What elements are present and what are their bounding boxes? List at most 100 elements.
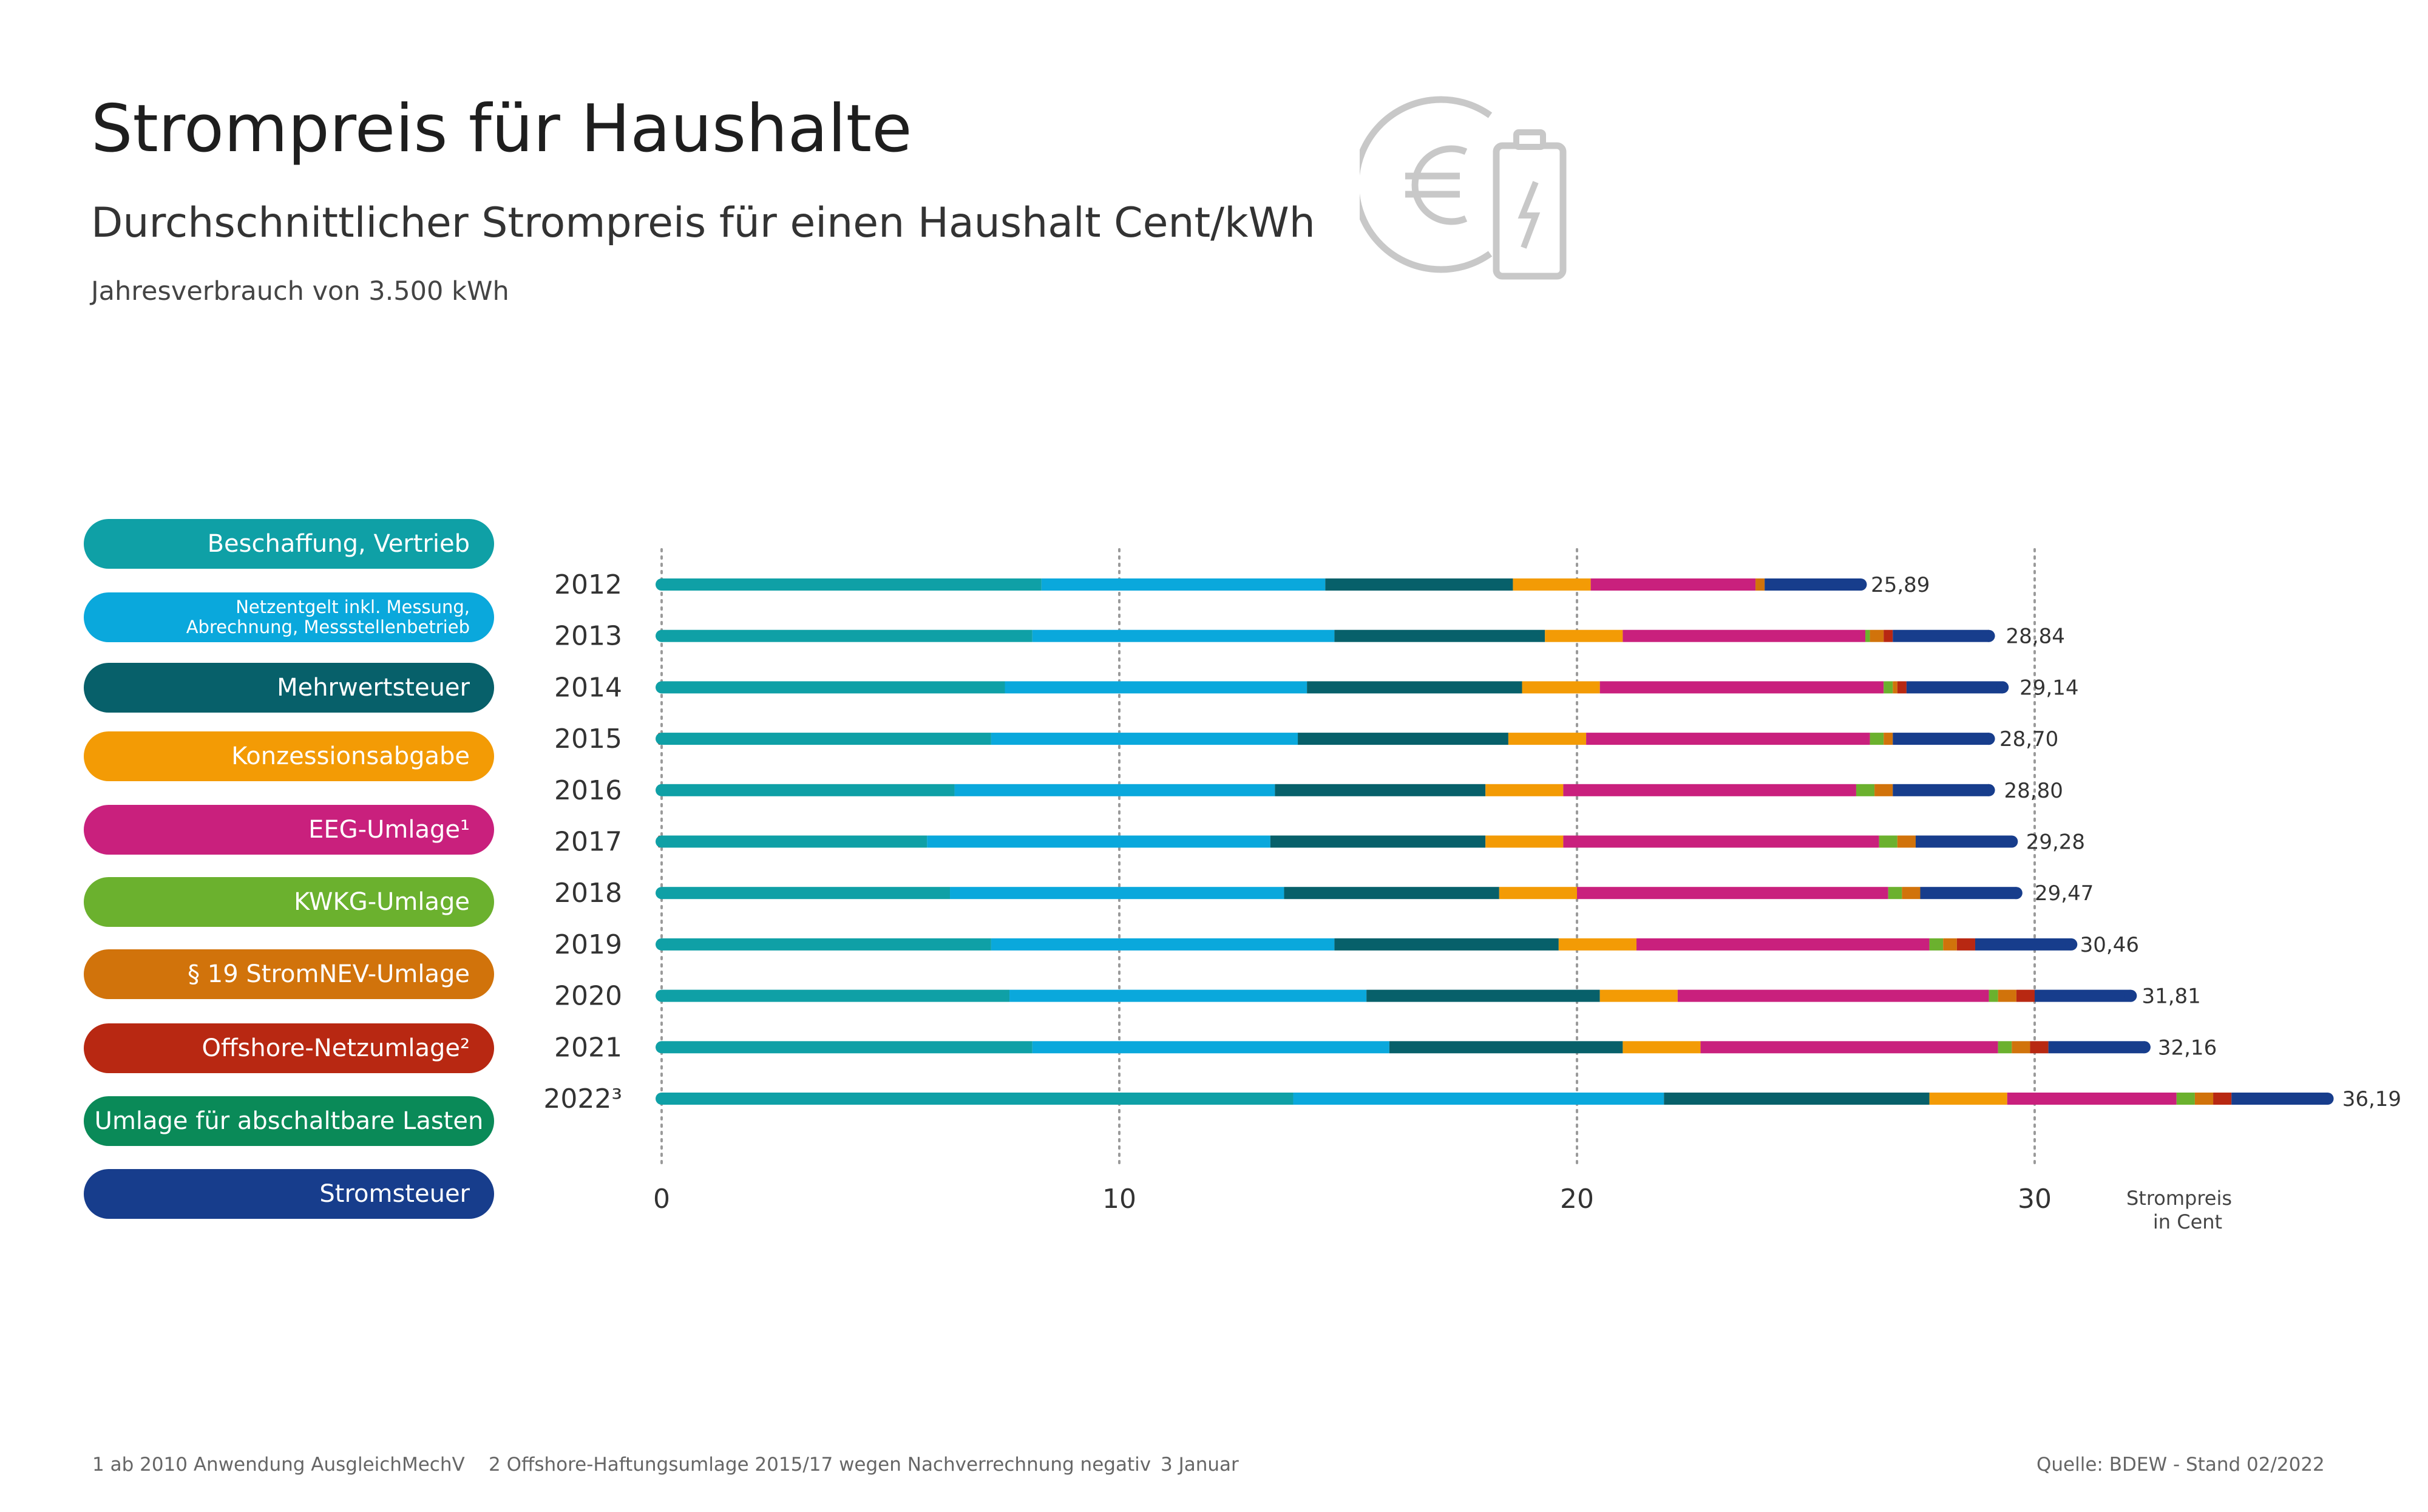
bar-segment-cap bbox=[656, 887, 668, 900]
bar-segment bbox=[1623, 1041, 1701, 1054]
euro-battery-icon bbox=[1360, 96, 1567, 280]
bar-segment-cap bbox=[656, 938, 668, 951]
bar-segment bbox=[662, 784, 955, 796]
bar-segment bbox=[662, 887, 951, 900]
bar-segment bbox=[1522, 681, 1600, 694]
bar-segment bbox=[1893, 681, 1897, 694]
bar-segment-cap bbox=[656, 578, 668, 591]
total-label: 28,70 bbox=[1999, 727, 2058, 751]
bar-segment bbox=[1975, 938, 2072, 951]
bar-segment-cap bbox=[656, 629, 668, 642]
total-label: 29,47 bbox=[2035, 881, 2094, 906]
bar-segment bbox=[1586, 733, 1870, 745]
bar-segment bbox=[1884, 629, 1893, 642]
bar-segment bbox=[1563, 835, 1879, 848]
bar-segment bbox=[1874, 784, 1893, 796]
bar-segment bbox=[1870, 629, 1884, 642]
chart-subtitle: Durchschnittlicher Strompreis für einen … bbox=[91, 199, 1315, 247]
bar-segment bbox=[1334, 938, 1559, 951]
bar-segment bbox=[662, 835, 927, 848]
bar-segment bbox=[662, 733, 991, 745]
bar-segment bbox=[1893, 733, 1989, 745]
bar-segment bbox=[1664, 1093, 1930, 1105]
bar-segment bbox=[2030, 1041, 2049, 1054]
footnote-2: 2 Offshore-Haftungsumlage 2015/17 wegen … bbox=[489, 1454, 1151, 1476]
bar-segment bbox=[1856, 784, 1875, 796]
bar-segment bbox=[1943, 938, 1957, 951]
bar-segment-cap bbox=[2065, 938, 2078, 951]
bar-segment bbox=[1929, 1093, 2007, 1105]
bar-segment bbox=[1563, 784, 1856, 796]
bar-segment bbox=[991, 733, 1298, 745]
bar-segment bbox=[1041, 578, 1326, 591]
year-label: 2020 bbox=[554, 981, 622, 1012]
bar-segment bbox=[662, 1093, 1294, 1105]
bar-segment bbox=[662, 629, 1033, 642]
bar-segment-cap bbox=[1982, 784, 1995, 796]
bar-segment-cap bbox=[656, 1041, 668, 1054]
x-axis-label-unit: in Cent bbox=[2153, 1210, 2222, 1233]
bar-segment bbox=[1032, 1041, 1389, 1054]
bar-segment bbox=[1755, 578, 1765, 591]
year-label: 2018 bbox=[554, 878, 622, 909]
x-tick-label: 30 bbox=[2018, 1184, 2052, 1215]
bar-segment bbox=[1366, 989, 1600, 1002]
total-label: 28,84 bbox=[2006, 625, 2065, 649]
bar-segment bbox=[1902, 887, 1921, 900]
x-tick-label: 0 bbox=[653, 1184, 670, 1215]
year-label: 2014 bbox=[554, 672, 622, 703]
legend-beschaffung: Beschaffung, Vertrieb bbox=[84, 519, 494, 569]
year-label: 2016 bbox=[554, 775, 622, 806]
bar-segment bbox=[1275, 784, 1486, 796]
bar-segment bbox=[1545, 629, 1623, 642]
footnote-3: 3 Januar bbox=[1161, 1454, 1239, 1476]
year-label: 2017 bbox=[554, 827, 622, 858]
x-tick-label: 10 bbox=[1102, 1184, 1136, 1215]
bar-segment bbox=[1893, 629, 1989, 642]
year-label: 2012 bbox=[554, 569, 622, 600]
bar-segment bbox=[1870, 733, 1884, 745]
total-label: 28,80 bbox=[2004, 779, 2063, 803]
bar-segment-cap bbox=[2010, 887, 2023, 900]
bar-segment-cap bbox=[2138, 1041, 2151, 1054]
bar-segment bbox=[927, 835, 1270, 848]
x-tick-label: 20 bbox=[1560, 1184, 1594, 1215]
bar-segment bbox=[1884, 733, 1893, 745]
legend-netzentgelt: Netzentgelt inkl. Messung, Abrechnung, Me… bbox=[84, 592, 494, 642]
bar-segment bbox=[950, 887, 1284, 900]
bar-segment-cap bbox=[656, 835, 668, 848]
total-label: 30,46 bbox=[2080, 933, 2139, 957]
page-title: Strompreis für Haushalte bbox=[91, 91, 912, 167]
bar-segment bbox=[1623, 629, 1866, 642]
bar-segment-cap bbox=[1996, 681, 2009, 694]
year-label: 2015 bbox=[554, 724, 622, 754]
bar-segment bbox=[662, 938, 991, 951]
total-label: 25,89 bbox=[1871, 573, 1930, 597]
bar-segment bbox=[662, 578, 1042, 591]
bar-segment bbox=[1956, 938, 1975, 951]
bar-segment-cap bbox=[2321, 1093, 2334, 1105]
bar-segment bbox=[1325, 578, 1513, 591]
bar-segment bbox=[1284, 887, 1499, 900]
bar-segment-cap bbox=[1982, 629, 1995, 642]
bar-segment bbox=[2213, 1093, 2232, 1105]
bar-segment bbox=[1998, 1041, 2012, 1054]
bar-segment bbox=[1599, 681, 1884, 694]
bar-segment bbox=[1915, 835, 2012, 848]
total-label: 32,16 bbox=[2158, 1036, 2217, 1060]
footnote-1: 1 ab 2010 Anwendung AusgleichMechV bbox=[92, 1454, 465, 1476]
bar-segment-cap bbox=[656, 681, 668, 694]
bar-segment bbox=[2016, 989, 2035, 1002]
total-label: 31,81 bbox=[2141, 985, 2200, 1009]
bar-segment bbox=[1513, 578, 1591, 591]
bar-segment bbox=[1298, 733, 1508, 745]
bar-segment bbox=[1906, 681, 2003, 694]
bar-segment bbox=[1032, 629, 1335, 642]
total-label: 36,19 bbox=[2342, 1087, 2401, 1111]
bar-segment bbox=[1884, 681, 1893, 694]
bar-segment bbox=[1334, 629, 1545, 642]
year-label: 2013 bbox=[554, 621, 622, 652]
bar-segment bbox=[662, 1041, 1033, 1054]
bar-segment bbox=[1636, 938, 1930, 951]
